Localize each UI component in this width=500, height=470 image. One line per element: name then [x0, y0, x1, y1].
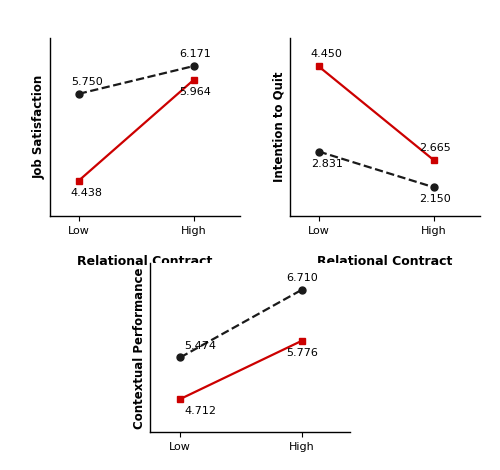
Text: 5.964: 5.964 — [179, 87, 211, 97]
Text: 2.150: 2.150 — [419, 195, 450, 204]
Text: 4.438: 4.438 — [70, 188, 102, 198]
Text: 2.831: 2.831 — [310, 159, 342, 169]
Text: 4.712: 4.712 — [184, 406, 216, 416]
Text: 5.776: 5.776 — [286, 348, 318, 358]
Y-axis label: Intention to Quit: Intention to Quit — [273, 71, 286, 182]
Text: Relational Contract: Relational Contract — [318, 256, 452, 268]
Y-axis label: Contextual Performance: Contextual Performance — [133, 267, 146, 429]
Y-axis label: Job Satisfaction: Job Satisfaction — [33, 75, 46, 179]
Text: Relational Contract: Relational Contract — [78, 256, 212, 268]
Text: 5.474: 5.474 — [184, 341, 216, 351]
Text: 4.450: 4.450 — [310, 49, 342, 59]
Text: 6.710: 6.710 — [286, 273, 318, 283]
Text: 2.665: 2.665 — [419, 143, 450, 153]
Text: 5.750: 5.750 — [70, 77, 102, 86]
Text: 6.171: 6.171 — [179, 49, 210, 59]
